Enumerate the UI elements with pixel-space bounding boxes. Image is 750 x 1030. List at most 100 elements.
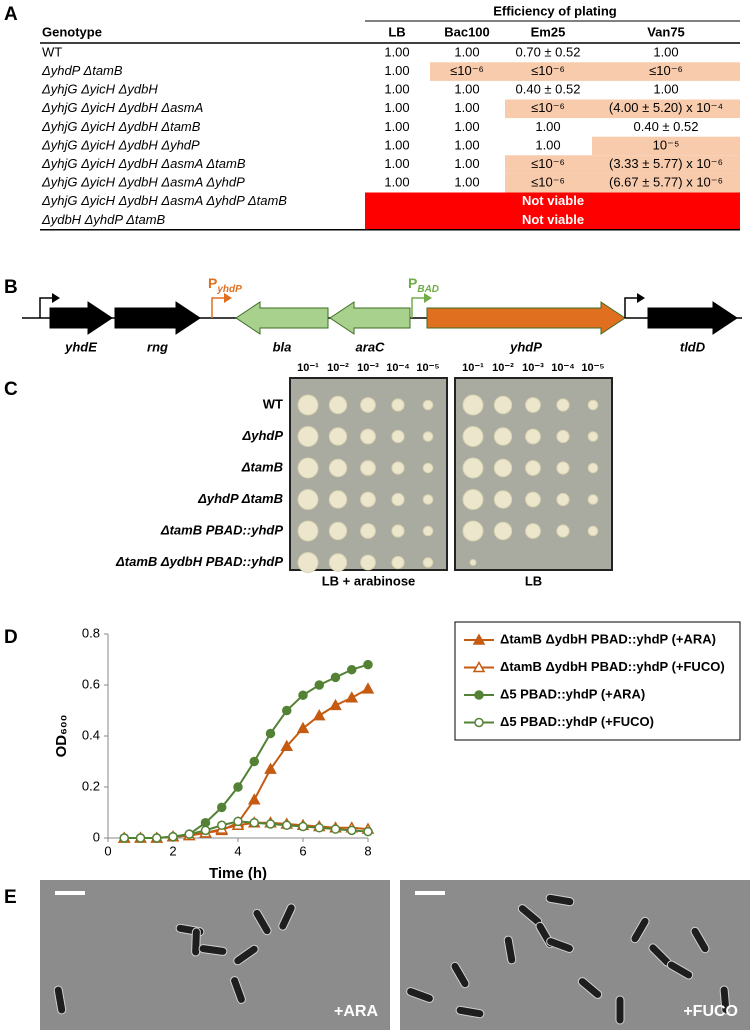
colony-spot xyxy=(556,398,570,412)
dilution-label: 10⁻³ xyxy=(357,362,379,374)
strain-label: ΔtamB ΔydbH PBAD::yhdP xyxy=(115,554,283,569)
gene-arrow xyxy=(426,301,626,335)
data-point xyxy=(298,690,308,700)
table-cell: 1.00 xyxy=(454,44,479,59)
promoter-main: P xyxy=(208,275,217,291)
legend-box xyxy=(454,621,741,741)
data-point xyxy=(298,821,308,832)
data-point xyxy=(217,820,227,830)
promoter xyxy=(624,297,639,318)
panel-label: E xyxy=(4,887,17,908)
colony-spot xyxy=(328,521,348,541)
not-viable-text: Not viable xyxy=(522,193,584,208)
colony-spot xyxy=(469,559,477,566)
bacterium xyxy=(450,961,470,989)
data-point xyxy=(314,680,324,690)
colony-spot xyxy=(462,489,484,510)
bacterium xyxy=(191,927,201,957)
dilution-label: 10⁻² xyxy=(327,362,349,374)
gene-arrow xyxy=(114,301,201,335)
legend-label: Δ5 PBAD::yhdP (+ARA) xyxy=(500,686,645,701)
group-header: Efficiency of plating xyxy=(493,3,617,18)
table-cell: 1.00 xyxy=(454,100,479,115)
column-header: Em25 xyxy=(531,24,566,39)
not-viable-cell xyxy=(365,211,740,231)
colony-spot xyxy=(587,462,599,474)
bacterium xyxy=(630,916,650,944)
legend-marker xyxy=(472,660,486,673)
colony-spot xyxy=(360,554,376,571)
table-cell: 1.00 xyxy=(384,82,409,97)
colony-spot xyxy=(556,524,570,538)
bacterium xyxy=(278,903,296,931)
colony-spot xyxy=(360,491,376,508)
promoter-head xyxy=(52,293,60,303)
bacterium xyxy=(233,944,259,966)
data-point xyxy=(361,682,375,694)
table-cell: 1.00 xyxy=(384,137,409,152)
gene-arrow xyxy=(235,301,329,335)
colony-spot xyxy=(525,397,541,413)
colony-spot xyxy=(297,457,319,479)
colony-spot xyxy=(525,460,541,476)
table-cell: 1.00 xyxy=(454,175,479,190)
table-cell: ≤10⁻⁶ xyxy=(531,63,565,78)
table-cell: ≤10⁻⁶ xyxy=(531,175,565,190)
x-tick-label: 4 xyxy=(234,843,241,858)
table-cell: 0.70 ± 0.52 xyxy=(516,44,581,59)
colony-spot xyxy=(493,521,513,541)
colony-spot xyxy=(556,492,570,507)
promoter-main: P xyxy=(408,275,417,291)
promoter-label: PyhdP xyxy=(208,275,242,295)
not-viable-cell xyxy=(365,192,740,212)
dilution-label: 10⁻⁵ xyxy=(581,362,604,374)
data-point xyxy=(233,782,243,792)
data-point xyxy=(329,698,342,711)
table-cell: 1.00 xyxy=(384,119,409,134)
data-point xyxy=(312,709,326,721)
data-point xyxy=(119,833,129,843)
legend-label: ΔtamB ΔydbH PBAD::yhdP (+FUCO) xyxy=(500,659,725,674)
shaded-cell xyxy=(505,99,592,119)
genotype: ΔyhjG ΔyicH ΔydbH ΔtamB xyxy=(41,119,201,134)
data-point xyxy=(347,664,357,675)
table-cell: 1.00 xyxy=(384,156,409,171)
table-cell: 1.00 xyxy=(384,175,409,190)
bacterium xyxy=(666,960,694,980)
bacterium xyxy=(577,977,603,999)
promoter-head xyxy=(424,293,432,303)
gene-label: araC xyxy=(356,339,386,354)
panel-label: A xyxy=(4,4,18,25)
data-point xyxy=(363,826,373,837)
bacterium xyxy=(252,908,272,936)
colony-spot xyxy=(525,523,541,539)
data-point xyxy=(296,721,310,734)
x-tick-label: 0 xyxy=(104,843,111,858)
data-point xyxy=(282,820,292,830)
promoter-head xyxy=(224,293,232,303)
genotype: WT xyxy=(42,44,62,59)
table-cell: (3.33 ± 5.77) x 10⁻⁶ xyxy=(609,156,723,171)
colony-spot xyxy=(328,490,348,509)
legend-marker xyxy=(474,690,484,700)
table-cell: ≤10⁻⁶ xyxy=(649,63,683,78)
strain-label: ΔyhdP ΔtamB xyxy=(197,491,283,506)
panel-label: B xyxy=(4,277,18,298)
shaded-cell xyxy=(505,62,592,81)
genotype: ΔyhjG ΔyicH ΔydbH ΔasmA ΔtamB xyxy=(41,156,246,171)
condition-label: +FUCO xyxy=(683,1003,738,1020)
data-point xyxy=(233,816,243,827)
colony-spot xyxy=(328,553,348,572)
shaded-cell xyxy=(592,62,740,81)
dilution-label: 10⁻² xyxy=(492,362,514,374)
bacterium xyxy=(719,985,731,1015)
table-cell: 10⁻⁵ xyxy=(653,137,680,152)
colony-spot xyxy=(360,397,376,413)
dilution-label: 10⁻¹ xyxy=(462,362,484,374)
colony-spot xyxy=(328,458,348,478)
genotype: ΔydbH ΔyhdP ΔtamB xyxy=(41,212,166,227)
data-point xyxy=(280,739,294,751)
gene-arrow xyxy=(49,301,113,335)
not-viable-text: Not viable xyxy=(522,212,584,227)
